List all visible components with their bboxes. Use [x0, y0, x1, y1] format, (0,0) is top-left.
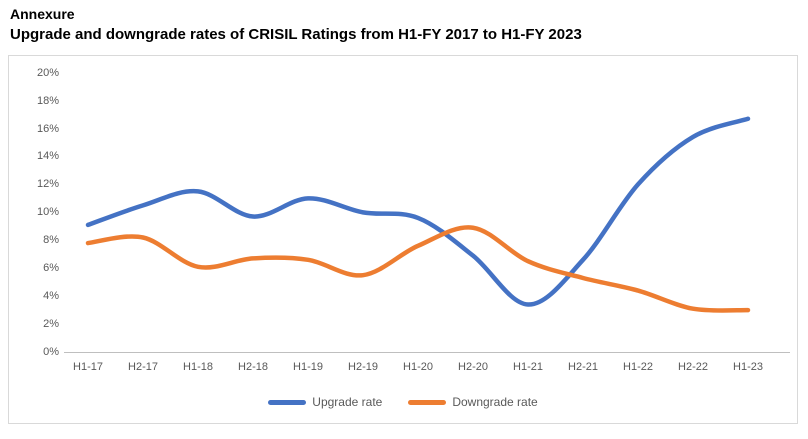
- x-tick-label: H1-19: [293, 361, 323, 373]
- y-tick-label: 0%: [43, 346, 59, 358]
- annexure-heading: Annexure: [10, 6, 75, 22]
- legend: Upgrade rate Downgrade rate: [9, 395, 797, 409]
- x-tick-label: H2-17: [128, 361, 158, 373]
- y-tick-label: 12%: [36, 178, 59, 191]
- x-tick-label: H2-21: [568, 361, 598, 373]
- y-tick-label: 10%: [36, 206, 59, 219]
- legend-item-upgrade: Upgrade rate: [268, 395, 382, 409]
- y-tick-label: 16%: [36, 122, 59, 135]
- y-tick-label: 14%: [36, 150, 59, 163]
- legend-label-upgrade: Upgrade rate: [312, 395, 383, 409]
- series-line-upgrade-rate: [85, 116, 751, 307]
- chart-title: Upgrade and downgrade rates of CRISIL Ra…: [10, 26, 582, 43]
- x-tick-label: H1-17: [73, 361, 103, 373]
- x-tick-label: H2-20: [458, 361, 488, 373]
- y-tick-label: 2%: [43, 318, 59, 331]
- chart-area: 0% 2% 4% 6% 8% 10% 12% 14% 16% 18% 20% H1-17 H2-17 H…: [8, 55, 798, 424]
- x-tick-label: H1-21: [513, 361, 543, 373]
- y-tick-label: 8%: [43, 234, 59, 247]
- upgrade-line-swatch: [268, 399, 307, 405]
- x-tick-label: H1-23: [733, 361, 763, 373]
- y-tick-label: 18%: [36, 94, 59, 107]
- x-tick-label: H1-18: [183, 361, 213, 373]
- y-tick-label: 20%: [36, 66, 59, 79]
- x-tick-label: H1-20: [403, 361, 433, 373]
- y-tick-label: 4%: [43, 290, 59, 303]
- y-tick-label: 6%: [43, 262, 59, 275]
- x-tick-label: H2-22: [678, 361, 708, 373]
- legend-item-downgrade: Downgrade rate: [408, 395, 538, 409]
- series-line-downgrade-rate: [85, 225, 751, 313]
- downgrade-line-swatch: [408, 399, 447, 405]
- x-tick-label: H2-18: [238, 361, 268, 373]
- x-tick-label: H2-19: [348, 361, 378, 373]
- x-tick-label: H1-22: [623, 361, 653, 373]
- plot-svg: [64, 116, 790, 353]
- legend-label-downgrade: Downgrade rate: [452, 395, 538, 409]
